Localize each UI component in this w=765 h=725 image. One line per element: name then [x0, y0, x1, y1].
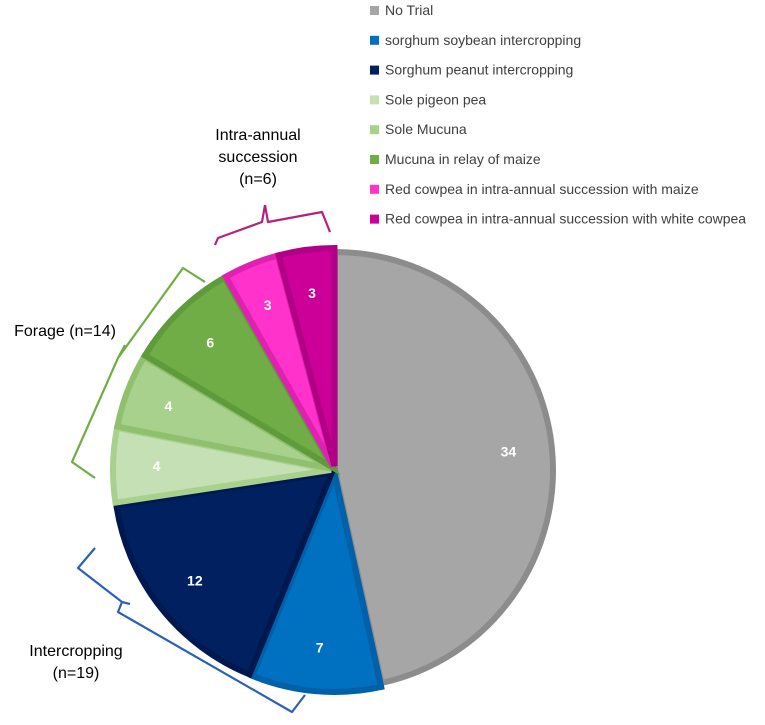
legend-swatch: [370, 95, 379, 105]
pie-slice-2: [248, 463, 385, 695]
slice-value-label: 6: [206, 335, 214, 351]
slice-value-label: 3: [308, 285, 316, 301]
slice-value-label: 34: [501, 443, 517, 459]
legend-entry: Red cowpea in intra-annual succession wi…: [385, 211, 746, 227]
group-label-2: Forage (n=14): [14, 323, 116, 340]
pie-slice-3: [112, 468, 337, 679]
group-label-1: succession: [218, 149, 297, 166]
group-label-3: (n=19): [53, 665, 100, 682]
group-bracket-3: [76, 547, 306, 714]
legend-entry: Sole pigeon pea: [385, 91, 486, 107]
group-bracket-1: [213, 204, 332, 246]
legend-swatch: [370, 214, 379, 224]
legend-swatch: [370, 155, 379, 164]
legend-entry: sorghum soybean intercropping: [385, 32, 581, 48]
legend-swatch: [370, 65, 379, 75]
slice-value-label: 4: [153, 458, 161, 474]
group-label-1: (n=6): [239, 171, 277, 188]
slice-value-label: 12: [187, 572, 203, 588]
slice-value-label: 4: [165, 398, 173, 414]
legend-entry: Sorghum peanut intercropping: [385, 62, 573, 78]
group-label-1: Intra-annual: [215, 127, 300, 144]
group-labels: Intra-annual succession (n=6) Forage (n=14)…: [14, 127, 301, 682]
group-brackets: [70, 204, 332, 714]
legend-entry: Sole Mucuna: [385, 121, 467, 137]
legend-entry: No Trial: [385, 2, 433, 18]
group-label-3: Intercropping: [29, 643, 122, 660]
pie-slice-8: [275, 245, 338, 467]
legend: No Trial sorghum soybean intercropping Sor…: [370, 2, 746, 227]
legend-entry: Red cowpea in intra-annual succession wi…: [385, 181, 699, 197]
legend-swatch: [370, 6, 379, 15]
pie-slice-1: [332, 248, 556, 687]
legend-swatch: [370, 184, 379, 194]
pie-slice-6: [140, 273, 341, 476]
pie-slices: [110, 245, 556, 695]
legend-swatch: [370, 125, 379, 135]
slice-value-label: 7: [316, 640, 324, 656]
legend-entry: Mucuna in relay of maize: [385, 151, 541, 167]
legend-swatch: [370, 35, 379, 45]
slice-value-label: 3: [264, 297, 272, 313]
group-bracket-2: [70, 266, 206, 479]
slice-labels: 34 7 12 4 4 6 3 3: [153, 285, 517, 656]
